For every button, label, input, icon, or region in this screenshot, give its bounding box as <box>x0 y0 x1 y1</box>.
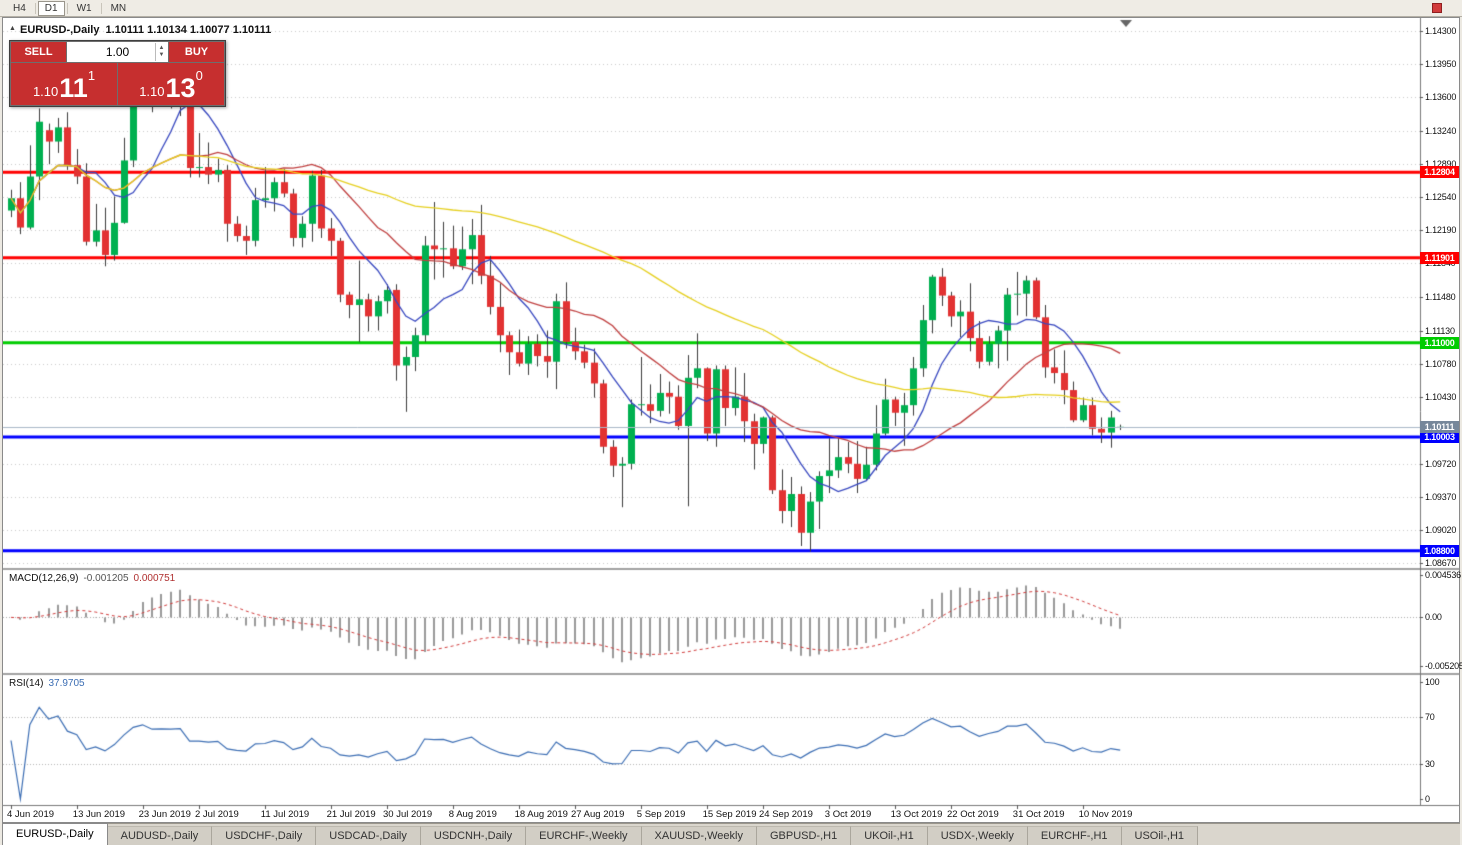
one-click-panel-toggle-icon[interactable]: ▲ <box>9 25 16 32</box>
volume-spinner[interactable]: ▲ ▼ <box>155 43 167 61</box>
macd-signal-value: 0.000751 <box>133 573 176 584</box>
toolbar-status-icon <box>1432 3 1442 13</box>
chart-ohlc-values: 1.10111 1.10134 1.10077 1.10111 <box>105 24 272 36</box>
chart-tab-usdcnh-daily[interactable]: USDCNH-,Daily <box>420 826 527 845</box>
chart-title: EURUSD-,Daily 1.10111 1.10134 1.10077 1.1… <box>20 24 271 36</box>
price-chart-canvas[interactable] <box>3 18 1459 822</box>
chart-tab-usoil-h1[interactable]: USOil-,H1 <box>1121 826 1199 845</box>
chart-tab-usdcad-daily[interactable]: USDCAD-,Daily <box>316 826 421 845</box>
chart-tab-xauusd-weekly[interactable]: XAUUSD-,Weekly <box>641 826 757 845</box>
timeframe-button-d1[interactable]: D1 <box>37 0 65 16</box>
timeframe-button-h4[interactable]: H4 <box>13 2 26 14</box>
chart-tab-bar: EURUSD-,Daily AUDUSD-,Daily USDCHF-,Daily U… <box>2 823 1460 845</box>
chart-tab-usdx-weekly[interactable]: USDX-,Weekly <box>927 826 1028 845</box>
timeframe-toolbar: H4 D1 W1 MN <box>0 0 1462 17</box>
sell-price-big: 1.10 <box>32 84 59 99</box>
buy-price-big: 1.10 <box>139 84 165 99</box>
chart-tab-eurchf-h1[interactable]: EURCHF-,H1 <box>1027 826 1122 845</box>
chart-tab-eurusd-daily[interactable]: EURUSD-,Daily <box>2 823 108 845</box>
macd-indicator-label: MACD(12,26,9) -0.001205 0.000751 <box>9 573 175 584</box>
chart-tab-audusd-daily[interactable]: AUDUSD-,Daily <box>107 826 213 845</box>
chart-symbol-period: EURUSD-,Daily <box>20 24 100 36</box>
chart-tab-gbpusd-h1[interactable]: GBPUSD-,H1 <box>756 826 852 845</box>
rsi-value: 37.9705 <box>48 678 85 689</box>
spinner-down-icon[interactable]: ▼ <box>158 52 165 58</box>
macd-name: MACD(12,26,9) <box>9 573 79 584</box>
sell-price-display[interactable]: 1.10 11 1 <box>11 63 117 105</box>
toolbar-separator <box>100 2 102 14</box>
rsi-indicator-label: RSI(14) 37.9705 <box>9 678 85 689</box>
volume-input[interactable] <box>82 45 153 59</box>
chart-frame: 1.14300 1.13950 1.13600 1.13240 1.12890 1.125… <box>2 17 1462 823</box>
sell-price-pips: 11 <box>59 73 88 104</box>
chart-tab-ukoil-h1[interactable]: UKOil-,H1 <box>851 826 928 845</box>
timeframe-button-mn[interactable]: MN <box>110 2 127 14</box>
spinner-up-icon[interactable]: ▲ <box>158 45 165 51</box>
macd-main-value: -0.001205 <box>83 573 129 584</box>
toolbar-separator <box>66 2 68 14</box>
sell-price-pipette: 1 <box>87 68 96 83</box>
chart-tab-usdchf-daily[interactable]: USDCHF-,Daily <box>212 826 317 845</box>
toolbar-separator <box>34 2 36 14</box>
rsi-name: RSI(14) <box>9 678 44 689</box>
buy-button[interactable]: BUY <box>169 42 224 62</box>
timeframe-button-w1[interactable]: W1 <box>76 2 92 14</box>
buy-price-pipette: 0 <box>195 68 203 83</box>
volume-box: ▲▼ <box>67 42 168 62</box>
buy-price-pips: 13 <box>165 73 196 104</box>
buy-price-display[interactable]: 1.10 13 0 <box>118 63 224 105</box>
sell-button[interactable]: SELL <box>11 42 66 62</box>
chart-tab-eurchf-weekly[interactable]: EURCHF-,Weekly <box>526 826 642 845</box>
